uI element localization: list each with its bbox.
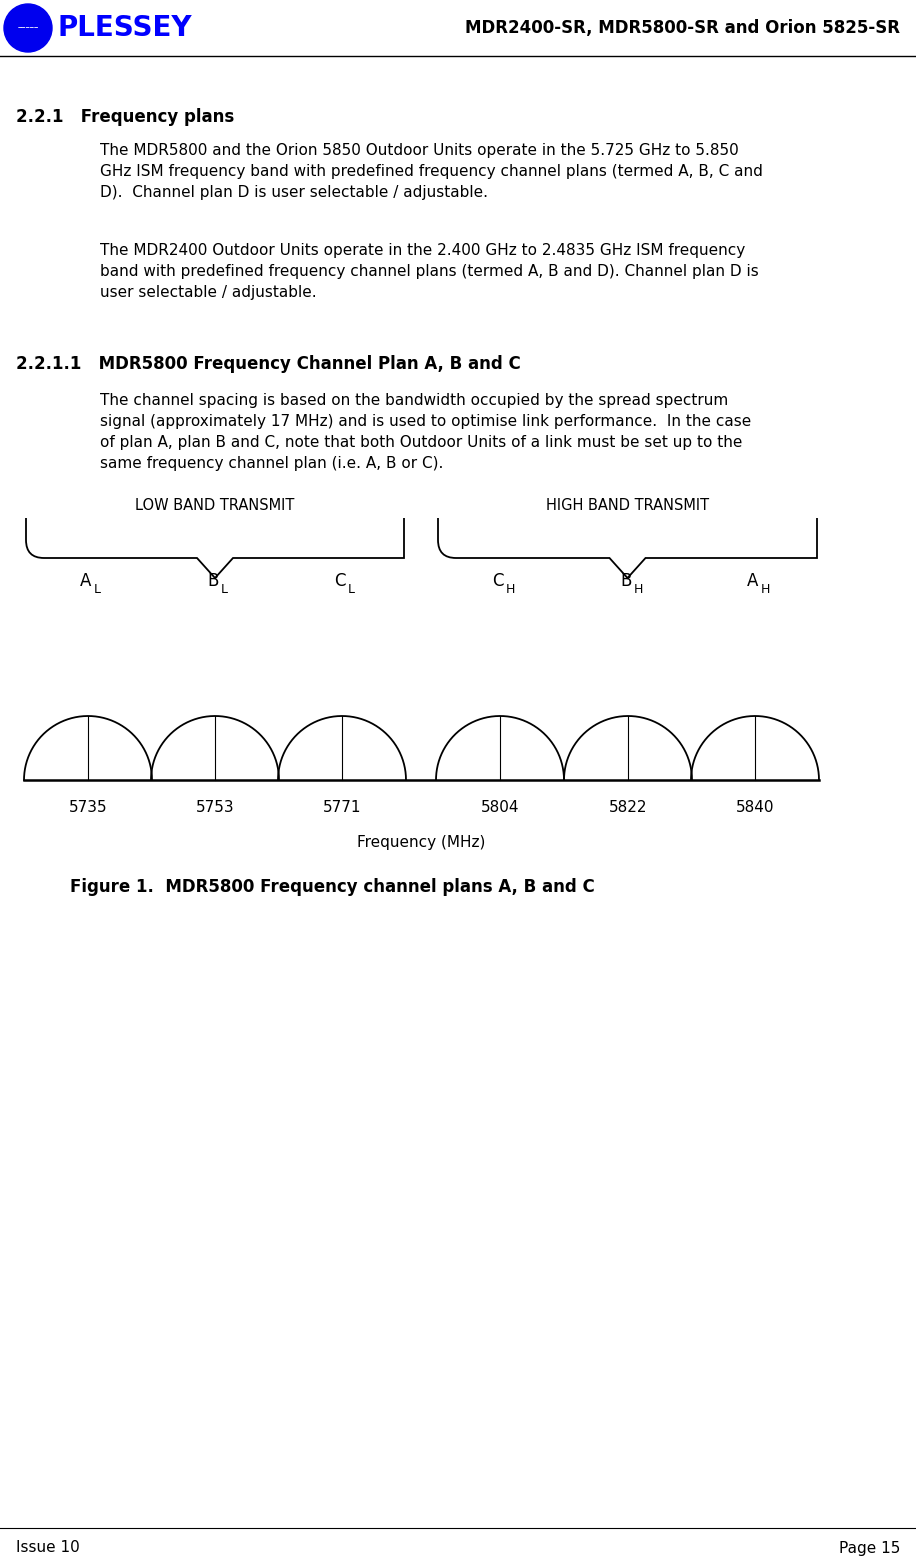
Text: MDR2400-SR, MDR5800-SR and Orion 5825-SR: MDR2400-SR, MDR5800-SR and Orion 5825-SR [465, 19, 900, 38]
Text: H: H [634, 583, 643, 597]
Text: ~~~~~: ~~~~~ [17, 25, 38, 31]
Text: LOW BAND TRANSMIT: LOW BAND TRANSMIT [136, 498, 295, 514]
Text: C: C [492, 572, 504, 590]
Text: H: H [761, 583, 770, 597]
Text: PLESSEY: PLESSEY [58, 14, 192, 42]
Text: Figure 1.  MDR5800 Frequency channel plans A, B and C: Figure 1. MDR5800 Frequency channel plan… [70, 879, 594, 896]
Text: Issue 10: Issue 10 [16, 1541, 80, 1555]
Text: 5735: 5735 [69, 800, 107, 814]
Text: A: A [747, 572, 758, 590]
Text: A: A [81, 572, 92, 590]
Text: 2.2.1   Frequency plans: 2.2.1 Frequency plans [16, 108, 234, 125]
Text: The MDR5800 and the Orion 5850 Outdoor Units operate in the 5.725 GHz to 5.850
G: The MDR5800 and the Orion 5850 Outdoor U… [100, 143, 763, 200]
Text: The channel spacing is based on the bandwidth occupied by the spread spectrum
si: The channel spacing is based on the band… [100, 393, 751, 471]
Text: C: C [334, 572, 345, 590]
Text: Page 15: Page 15 [839, 1541, 900, 1555]
Text: 5804: 5804 [481, 800, 519, 814]
Text: L: L [221, 583, 228, 597]
Text: The MDR2400 Outdoor Units operate in the 2.400 GHz to 2.4835 GHz ISM frequency
b: The MDR2400 Outdoor Units operate in the… [100, 243, 758, 301]
Text: B: B [620, 572, 632, 590]
Circle shape [4, 5, 52, 52]
Text: 5840: 5840 [736, 800, 774, 814]
Text: L: L [348, 583, 355, 597]
Text: Frequency (MHz): Frequency (MHz) [357, 835, 485, 850]
Text: HIGH BAND TRANSMIT: HIGH BAND TRANSMIT [546, 498, 709, 514]
Text: L: L [94, 583, 101, 597]
Text: 5771: 5771 [322, 800, 361, 814]
Text: H: H [506, 583, 516, 597]
Text: 2.2.1.1   MDR5800 Frequency Channel Plan A, B and C: 2.2.1.1 MDR5800 Frequency Channel Plan A… [16, 355, 521, 373]
Text: 5822: 5822 [609, 800, 648, 814]
Text: B: B [207, 572, 219, 590]
Text: 5753: 5753 [196, 800, 234, 814]
